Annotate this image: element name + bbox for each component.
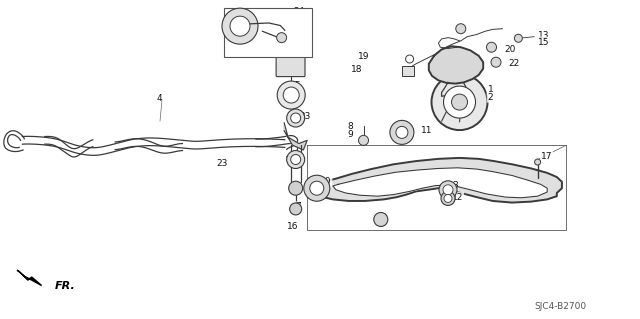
- Circle shape: [287, 39, 295, 47]
- Circle shape: [287, 109, 305, 127]
- Circle shape: [310, 181, 324, 195]
- Circle shape: [358, 135, 369, 145]
- Text: 21: 21: [294, 31, 306, 40]
- Circle shape: [290, 203, 301, 215]
- Circle shape: [452, 94, 467, 110]
- Circle shape: [291, 154, 301, 165]
- Text: 12: 12: [452, 193, 463, 202]
- Polygon shape: [45, 137, 93, 157]
- Polygon shape: [284, 123, 307, 150]
- Circle shape: [444, 194, 452, 203]
- Circle shape: [491, 57, 501, 67]
- Text: 10: 10: [320, 177, 332, 186]
- Text: 4: 4: [157, 94, 163, 103]
- Circle shape: [444, 86, 476, 118]
- Text: 17: 17: [541, 152, 552, 161]
- Circle shape: [406, 55, 413, 63]
- Text: 13: 13: [538, 31, 549, 40]
- Text: 15: 15: [538, 38, 549, 47]
- Text: 23: 23: [216, 159, 228, 168]
- Circle shape: [374, 212, 388, 226]
- Text: SJC4-B2700: SJC4-B2700: [534, 302, 586, 311]
- Text: 5: 5: [294, 81, 300, 90]
- Text: 2: 2: [488, 93, 493, 102]
- Polygon shape: [17, 270, 42, 286]
- Text: 8: 8: [347, 122, 353, 131]
- Text: 9: 9: [347, 130, 353, 139]
- FancyBboxPatch shape: [276, 57, 305, 77]
- Circle shape: [396, 126, 408, 138]
- Text: 6: 6: [294, 61, 300, 70]
- Polygon shape: [314, 158, 562, 203]
- Text: 20: 20: [504, 45, 516, 54]
- Text: FR.: FR.: [54, 280, 75, 291]
- Circle shape: [456, 24, 466, 34]
- Text: 11: 11: [421, 126, 433, 135]
- Text: 14: 14: [246, 11, 258, 20]
- Polygon shape: [442, 82, 468, 96]
- Text: 19: 19: [358, 52, 370, 61]
- Circle shape: [304, 175, 330, 201]
- Text: 18: 18: [351, 65, 362, 74]
- Circle shape: [276, 33, 287, 43]
- Circle shape: [291, 113, 301, 123]
- Text: 16: 16: [287, 222, 298, 231]
- Circle shape: [283, 87, 300, 103]
- Polygon shape: [115, 139, 182, 153]
- Circle shape: [230, 16, 250, 36]
- Text: 24: 24: [293, 7, 305, 16]
- Circle shape: [222, 8, 258, 44]
- Circle shape: [287, 151, 305, 168]
- Text: 3: 3: [452, 181, 458, 190]
- Circle shape: [289, 181, 303, 195]
- Text: 22: 22: [509, 59, 520, 68]
- Text: 23: 23: [300, 112, 311, 121]
- Polygon shape: [429, 46, 483, 84]
- Circle shape: [443, 185, 453, 195]
- Text: 1: 1: [488, 85, 493, 94]
- Polygon shape: [333, 168, 547, 198]
- Bar: [402, 66, 414, 76]
- Text: 7: 7: [296, 202, 301, 211]
- Circle shape: [486, 42, 497, 52]
- Bar: [224, 8, 312, 57]
- Circle shape: [534, 159, 541, 165]
- Circle shape: [390, 120, 414, 145]
- Circle shape: [431, 74, 488, 130]
- Circle shape: [515, 34, 522, 42]
- Circle shape: [441, 191, 455, 205]
- Polygon shape: [256, 136, 298, 157]
- Circle shape: [439, 181, 457, 199]
- Circle shape: [284, 36, 298, 50]
- Circle shape: [277, 81, 305, 109]
